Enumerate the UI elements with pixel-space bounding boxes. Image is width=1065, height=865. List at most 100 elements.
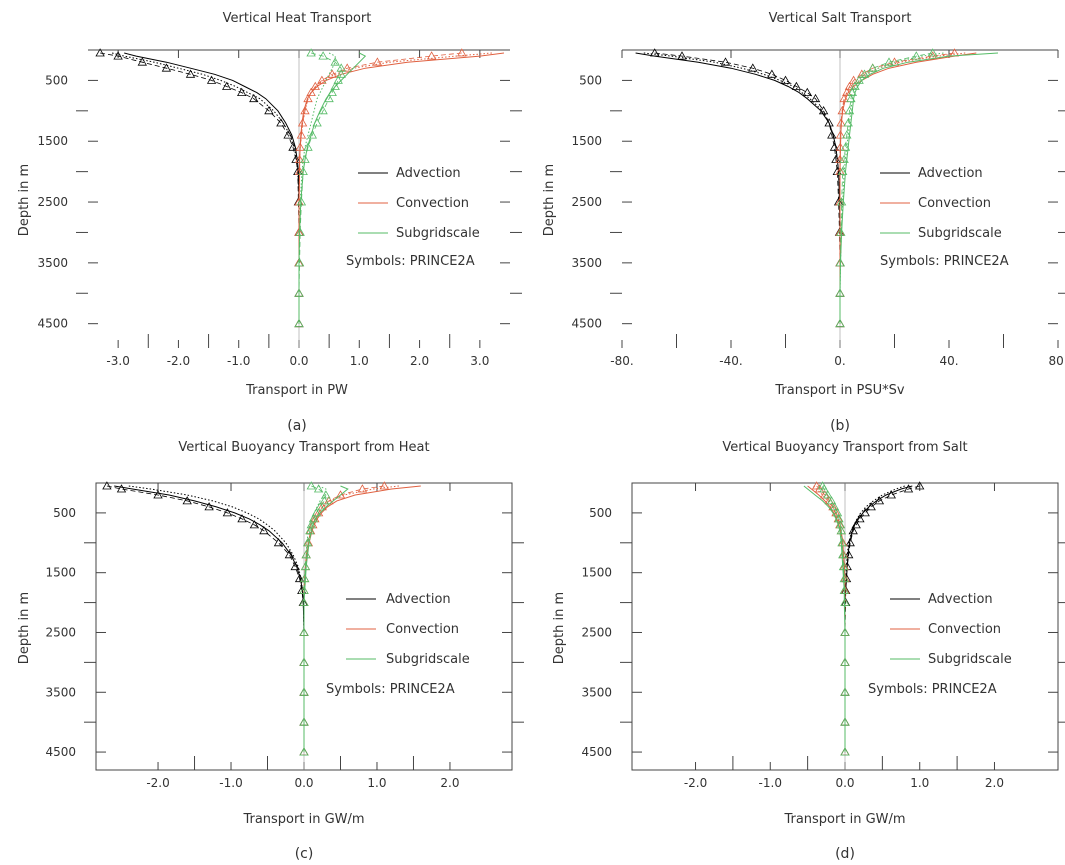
- marker-subgridscale: [911, 51, 921, 60]
- legend: Advection Convection Subgridscale Symbol…: [346, 166, 480, 269]
- x-tick-label: -2.0: [167, 354, 190, 368]
- x-tick-label: -2.0: [146, 776, 169, 790]
- marker-subgridscale: [840, 717, 850, 726]
- marker-convection: [303, 93, 313, 103]
- marker-convection: [297, 118, 308, 127]
- x-axis-label: Transport in PW: [245, 383, 348, 398]
- marker-subgridscale: [327, 87, 337, 96]
- series-line-advection-prince2a: [106, 485, 305, 753]
- marker-advection: [767, 69, 777, 78]
- marker-subgridscale: [299, 717, 309, 726]
- x-tick-label: -1.0: [227, 354, 250, 368]
- marker-convection: [327, 69, 337, 78]
- x-tick-label: -40.: [719, 354, 742, 368]
- marker-subgridscale: [837, 537, 847, 547]
- y-axis-label: Depth in m: [17, 592, 32, 664]
- y-tick-label: 500: [53, 506, 76, 520]
- x-tick-label: 0.0: [294, 776, 313, 790]
- marker-subgridscale: [823, 490, 833, 499]
- x-tick-label: -2.0: [684, 776, 707, 790]
- legend-symbols: Symbols: PRINCE2A: [346, 254, 475, 269]
- marker-convection: [426, 51, 437, 60]
- marker-advection: [95, 48, 105, 57]
- marker-advection: [116, 484, 127, 493]
- marker-subgridscale: [842, 130, 852, 139]
- marker-advection: [206, 75, 217, 84]
- marker-advection: [273, 537, 284, 547]
- marker-subgridscale: [835, 288, 845, 297]
- chart-title: Vertical Buoyancy Transport from Heat: [178, 440, 429, 455]
- marker-subgridscale: [319, 496, 330, 505]
- marker-advection: [284, 549, 295, 559]
- series-line-subgridscale-dotted: [839, 52, 944, 324]
- series-line-convection: [807, 485, 846, 753]
- marker-subgridscale: [318, 51, 328, 60]
- panel-label: (d): [835, 846, 855, 862]
- legend-advection: Advection: [928, 592, 993, 607]
- marker-subgridscale: [313, 484, 324, 493]
- y-tick-label: 3500: [581, 685, 612, 699]
- marker-subgridscale: [839, 585, 849, 594]
- legend-symbols: Symbols: PRINCE2A: [326, 682, 455, 697]
- marker-subgridscale: [840, 142, 851, 151]
- marker-advection: [290, 561, 300, 571]
- marker-advection: [237, 87, 247, 96]
- marker-advection: [677, 51, 687, 60]
- marker-advection: [185, 69, 196, 78]
- x-tick-label: 1.0: [910, 776, 929, 790]
- legend-convection: Convection: [386, 622, 459, 637]
- y-tick-label: 2500: [37, 195, 68, 209]
- marker-subgridscale: [829, 502, 840, 511]
- y-tick-label: 3500: [37, 256, 68, 270]
- legend-subgridscale: Subgridscale: [918, 226, 1002, 241]
- marker-subgridscale: [312, 118, 322, 127]
- series-line-advection-prince2a: [100, 52, 300, 324]
- marker-subgridscale: [300, 573, 310, 583]
- marker-convection: [335, 490, 346, 499]
- x-tick-label: 40.: [939, 354, 958, 368]
- panel-label: (a): [287, 418, 307, 434]
- marker-advection: [860, 508, 870, 517]
- marker-advection: [903, 484, 914, 493]
- marker-advection: [720, 57, 731, 66]
- marker-subgridscale: [840, 597, 850, 606]
- marker-convection: [317, 75, 327, 84]
- marker-advection: [866, 502, 876, 511]
- marker-subgridscale: [840, 657, 850, 666]
- marker-subgridscale: [836, 525, 846, 535]
- marker-subgridscale: [838, 166, 848, 175]
- marker-advection: [264, 105, 274, 115]
- marker-subgridscale: [306, 48, 316, 57]
- chart-title: Vertical Salt Transport: [769, 11, 912, 26]
- marker-subgridscale: [333, 75, 343, 84]
- marker-subgridscale: [846, 93, 856, 103]
- series-line-convection-dotted: [298, 52, 492, 324]
- marker-subgridscale: [844, 105, 855, 115]
- legend-convection: Convection: [396, 196, 469, 211]
- x-axis-label: Transport in PSU*Sv: [774, 383, 904, 398]
- marker-advection: [283, 130, 293, 139]
- marker-advection: [153, 490, 163, 499]
- x-tick-label: 2.0: [985, 776, 1004, 790]
- marker-advection: [818, 105, 829, 115]
- marker-subgridscale: [294, 318, 304, 328]
- marker-subgridscale: [336, 63, 346, 72]
- legend-subgridscale: Subgridscale: [928, 652, 1012, 667]
- marker-subgridscale: [835, 318, 845, 328]
- y-axis-label: Depth in m: [17, 164, 32, 236]
- marker-subgridscale: [324, 93, 334, 103]
- marker-convection: [457, 48, 467, 57]
- marker-convection: [300, 105, 310, 115]
- y-tick-label: 1500: [581, 566, 612, 580]
- marker-subgridscale: [318, 105, 328, 115]
- legend-symbols: Symbols: PRINCE2A: [880, 254, 1009, 269]
- series-line-advection: [124, 52, 300, 324]
- chart-title: Vertical Heat Transport: [223, 11, 372, 26]
- y-tick-label: 500: [579, 73, 602, 87]
- marker-subgridscale: [832, 508, 843, 517]
- marker-advection: [824, 118, 834, 127]
- marker-subgridscale: [299, 657, 309, 666]
- marker-subgridscale: [928, 48, 938, 57]
- marker-advection: [915, 481, 925, 490]
- marker-convection: [844, 81, 855, 90]
